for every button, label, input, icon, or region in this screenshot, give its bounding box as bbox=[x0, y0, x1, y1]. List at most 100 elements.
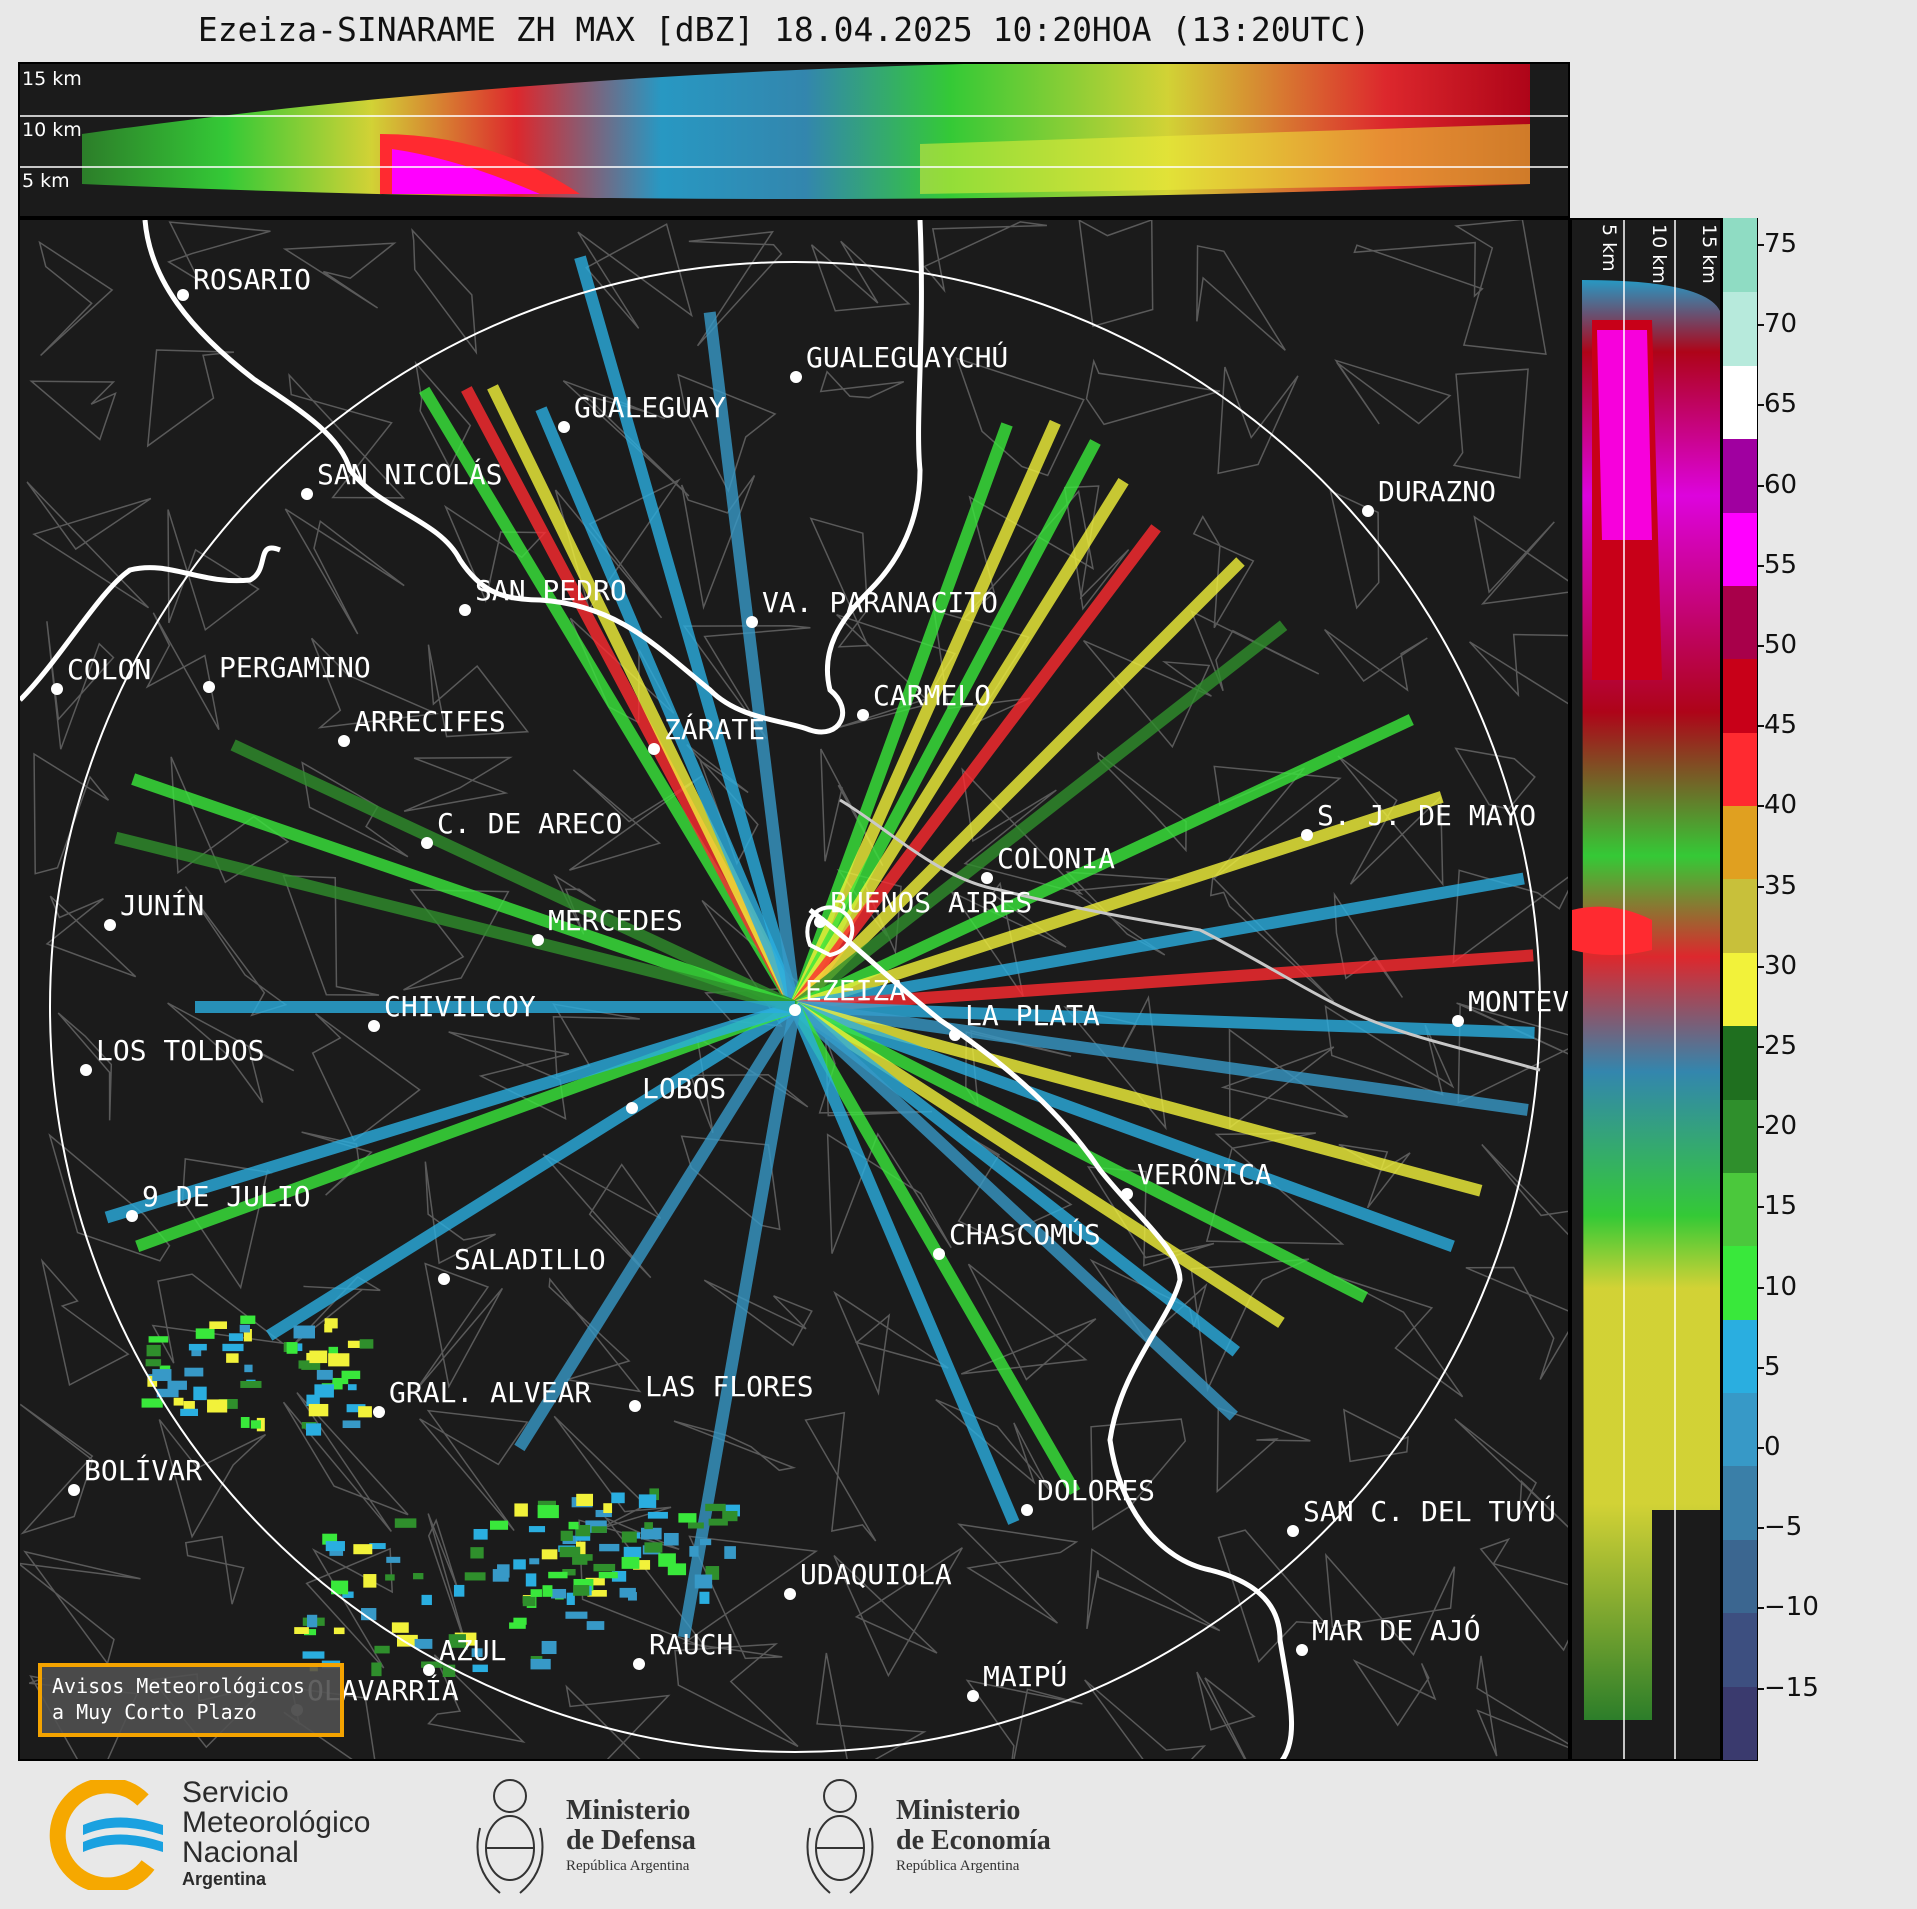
province-border bbox=[1481, 1143, 1568, 1236]
echo-cell bbox=[324, 1318, 338, 1329]
echo-cell bbox=[145, 1359, 162, 1367]
echo-cell bbox=[559, 1546, 581, 1558]
city-label: CHIVILCOY bbox=[384, 990, 536, 1023]
echo-cell bbox=[598, 1571, 618, 1579]
echo-cell bbox=[453, 1584, 465, 1597]
province-border bbox=[146, 349, 235, 448]
province-border bbox=[552, 1003, 640, 1078]
echo-cell bbox=[341, 1370, 361, 1380]
echo-cell bbox=[541, 1640, 557, 1655]
echo-cell bbox=[490, 1520, 509, 1530]
echo-cell bbox=[369, 1543, 386, 1550]
province-border bbox=[310, 637, 440, 729]
city-dot bbox=[633, 1658, 645, 1670]
province-border bbox=[818, 1037, 933, 1117]
province-border bbox=[680, 474, 756, 610]
city-markers: ROSARIO GUALEGUAYCHÚ GUALEGUAY SAN NICOLÁS D… bbox=[51, 263, 1570, 1716]
echo-cell bbox=[342, 1420, 361, 1429]
radar-beam bbox=[792, 1001, 1455, 1253]
province-border bbox=[167, 1002, 295, 1104]
defensa-line-1: Ministerio bbox=[566, 1795, 691, 1826]
province-border bbox=[403, 889, 510, 991]
city-dot bbox=[301, 488, 313, 500]
colorbar-step bbox=[1723, 1098, 1757, 1173]
radar-beam bbox=[793, 791, 1444, 1013]
city-marker: EZEIZA bbox=[789, 974, 906, 1016]
economia-line-1: Ministerio bbox=[896, 1795, 1021, 1826]
echo-cell bbox=[705, 1503, 726, 1512]
city-label: EZEIZA bbox=[805, 974, 906, 1007]
province-border bbox=[48, 1133, 171, 1262]
echo-cell bbox=[385, 1574, 395, 1581]
echo-cell bbox=[689, 1546, 699, 1557]
echo-cell bbox=[193, 1386, 207, 1401]
echo-cell bbox=[611, 1570, 627, 1582]
echo-cell bbox=[722, 1510, 738, 1522]
province-border bbox=[1334, 359, 1452, 425]
echo-cell bbox=[316, 1369, 333, 1380]
colorbar-step bbox=[1723, 878, 1757, 953]
radar-map: ROSARIO GUALEGUAYCHÚ GUALEGUAY SAN NICOLÁS D… bbox=[20, 220, 1570, 1759]
city-marker: DOLORES bbox=[1021, 1474, 1155, 1516]
province-border bbox=[677, 373, 777, 493]
echo-cell bbox=[294, 1627, 309, 1634]
province-border bbox=[1217, 366, 1299, 475]
colorbar-tick-label: 45 bbox=[1764, 710, 1798, 741]
radar-echo-clusters bbox=[141, 1315, 740, 1678]
province-border bbox=[1454, 747, 1536, 810]
city-marker: MONTEVIDEO bbox=[1452, 985, 1570, 1027]
echo-cell bbox=[308, 1403, 329, 1417]
city-marker: UDAQUIOLA bbox=[784, 1558, 952, 1600]
echo-cell bbox=[195, 1328, 215, 1339]
province-border bbox=[957, 1135, 1073, 1240]
city-marker: ROSARIO bbox=[177, 263, 311, 301]
province-border bbox=[29, 380, 117, 441]
province-border bbox=[158, 1419, 267, 1539]
colorbar-tick-mark bbox=[1758, 1607, 1764, 1610]
city-label: MONTEVIDEO bbox=[1468, 985, 1570, 1018]
province-border bbox=[965, 1679, 1083, 1759]
colorbar-tick-mark bbox=[1758, 1527, 1764, 1530]
echo-cell bbox=[473, 1528, 488, 1540]
province-border bbox=[826, 1132, 952, 1254]
short-term-warnings-box[interactable]: Avisos Meteorológicos a Muy Corto Plazo bbox=[38, 1663, 344, 1737]
city-marker: SAN PEDRO bbox=[459, 574, 627, 616]
echo-cell bbox=[358, 1406, 372, 1418]
colorbar-tick-mark bbox=[1758, 1447, 1764, 1449]
province-border bbox=[809, 517, 869, 648]
echo-cell bbox=[361, 1608, 377, 1621]
city-marker: JUNÍN bbox=[104, 888, 204, 931]
city-marker: MAR DE AJÓ bbox=[1296, 1613, 1481, 1656]
parana-river-coastline bbox=[142, 220, 924, 735]
echo-cell bbox=[649, 1488, 660, 1501]
province-border bbox=[448, 1031, 570, 1120]
echo-cell bbox=[342, 1591, 354, 1598]
echo-cell bbox=[421, 1661, 443, 1668]
city-dot bbox=[857, 709, 869, 721]
city-marker: MAIPÚ bbox=[967, 1659, 1067, 1702]
right-alt-15km: 15 km bbox=[1698, 224, 1720, 284]
echo-cell bbox=[298, 1360, 312, 1369]
city-label: SAN NICOLÁS bbox=[317, 457, 502, 491]
city-label: ARRECIFES bbox=[354, 705, 506, 738]
province-border bbox=[20, 1403, 94, 1535]
city-marker: GUALEGUAYCHÚ bbox=[790, 340, 1008, 383]
echo-cell bbox=[325, 1541, 345, 1552]
echo-cell bbox=[562, 1568, 576, 1576]
radar-beam bbox=[790, 1002, 1238, 1421]
city-label: C. DE ARECO bbox=[437, 807, 622, 840]
radar-range-ring bbox=[49, 261, 1541, 1753]
echo-cell bbox=[222, 1343, 244, 1352]
smn-logo-text: Servicio Meteorológico Nacional Argentin… bbox=[182, 1778, 370, 1890]
colorbar-step bbox=[1723, 511, 1757, 586]
city-label: ROSARIO bbox=[193, 263, 311, 296]
province-border bbox=[1084, 1679, 1207, 1759]
province-border bbox=[57, 1012, 113, 1121]
buenos-aires-city-outline bbox=[805, 905, 855, 958]
province-border bbox=[184, 1535, 245, 1605]
province-border bbox=[957, 1523, 1079, 1624]
city-label: COLONIA bbox=[997, 842, 1115, 875]
echo-cell bbox=[724, 1546, 736, 1559]
notice-line-2: a Muy Corto Plazo bbox=[52, 1700, 257, 1724]
echo-cell bbox=[471, 1648, 483, 1657]
